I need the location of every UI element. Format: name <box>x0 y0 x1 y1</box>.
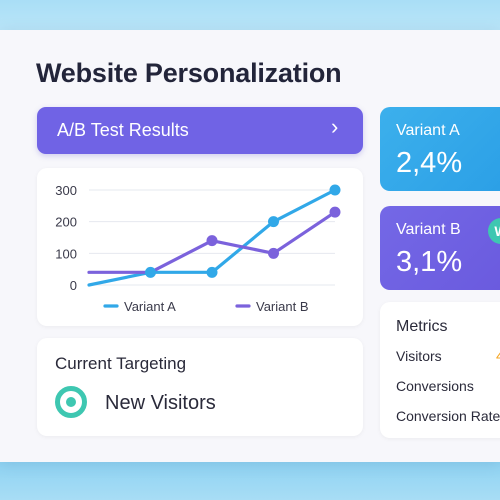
y-tick-label: 200 <box>55 215 77 230</box>
chevron-right-icon: › <box>331 114 339 139</box>
target-icon <box>55 386 87 418</box>
variant-a-label: Variant A <box>396 122 460 139</box>
metric-row-conversions: Conversions <box>396 378 474 394</box>
background-band <box>0 462 500 500</box>
variant-a-card[interactable]: Variant A 2,4% <box>380 107 500 191</box>
page-title: Website Personalization <box>36 58 342 88</box>
y-tick-label: 0 <box>70 278 77 293</box>
data-point <box>268 247 279 259</box>
ab-test-results-button[interactable]: A/B Test Results › <box>37 107 363 154</box>
current-targeting-value: New Visitors <box>105 392 216 414</box>
metrics-card: Metrics Visitors 40 Conversions Conversi… <box>380 302 500 438</box>
y-tick-label: 300 <box>55 183 77 198</box>
legend-label: Variant A <box>124 299 176 314</box>
ab-test-results-label: A/B Test Results <box>57 120 189 140</box>
metric-label: Visitors <box>396 348 442 364</box>
data-point <box>329 184 341 196</box>
winner-badge: W <box>488 218 500 244</box>
metric-row-visitors: Visitors 40 <box>396 348 500 365</box>
current-targeting-card[interactable]: Current Targeting New Visitors <box>37 338 363 436</box>
metrics-heading: Metrics <box>396 318 448 335</box>
data-point <box>145 266 156 278</box>
line-chart: 0 100 200 300 Variant A Variant B <box>55 183 341 314</box>
metric-value: 40 <box>496 348 500 365</box>
data-point <box>206 266 218 278</box>
data-point <box>329 206 341 218</box>
variant-a-value: 2,4% <box>396 147 463 179</box>
metric-label: Conversions <box>396 378 474 394</box>
variant-b-value: 3,1% <box>396 246 463 278</box>
y-tick-label: 100 <box>55 246 77 261</box>
data-point <box>268 216 279 228</box>
data-point <box>206 235 218 247</box>
metric-row-conversion-rate: Conversion Rate <box>396 408 500 424</box>
variant-b-label: Variant B <box>396 221 461 238</box>
current-targeting-heading: Current Targeting <box>55 354 187 373</box>
metric-label: Conversion Rate <box>396 408 500 424</box>
variant-b-card[interactable]: Variant B 3,1% W <box>380 206 500 290</box>
legend-label: Variant B <box>256 299 309 314</box>
chart-card: 0 100 200 300 Variant A Variant B <box>37 168 363 326</box>
